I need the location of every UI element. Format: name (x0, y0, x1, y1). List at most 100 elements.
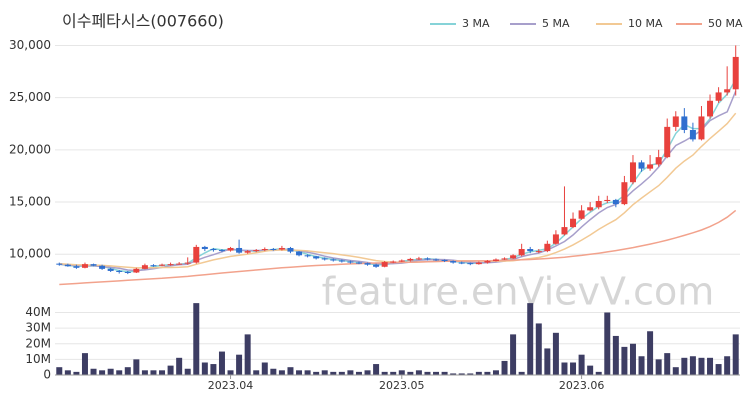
watermark: feature.enVievV.com (322, 270, 715, 314)
volume-bar (201, 362, 208, 375)
x-tick-label: 2023.04 (208, 379, 254, 392)
candle-body (724, 89, 731, 93)
volume-bar (167, 365, 174, 375)
x-tick-label: 2023.06 (559, 379, 605, 392)
candle-body (176, 263, 183, 265)
legend-label: 50 MA (708, 17, 743, 30)
volume-bar (364, 370, 371, 375)
volume-bar (141, 370, 148, 375)
volume-bar (561, 362, 568, 375)
volume-bar (595, 371, 602, 375)
candle-body (664, 126, 671, 158)
volume-bar (373, 364, 380, 375)
legend-label: 5 MA (542, 17, 570, 30)
volume-bar (64, 370, 71, 375)
volume-bar (56, 367, 63, 375)
candle-body (253, 250, 260, 252)
candle-body (475, 262, 482, 265)
candle-body (707, 100, 714, 117)
candle-body (244, 251, 251, 253)
candle-body (689, 130, 696, 140)
volume-bar (116, 370, 123, 375)
candle-body (218, 250, 225, 252)
candle-body (398, 260, 405, 262)
volume-bar (647, 331, 654, 375)
candle-body (715, 92, 722, 101)
volume-bar (270, 368, 277, 375)
volume-bar (107, 368, 114, 375)
volume-bar (475, 371, 482, 375)
volume-bar (193, 303, 200, 375)
volume-bar (450, 373, 457, 375)
candle-body (56, 263, 63, 265)
chart-title: 이수페타시스(007660) (62, 12, 224, 31)
candle-body (313, 256, 320, 259)
candle-body (90, 264, 97, 266)
candle-body (236, 247, 243, 253)
volume-bar (424, 371, 431, 375)
candle-body (73, 266, 80, 268)
volume-bar (433, 371, 440, 375)
volume-bar (287, 367, 294, 375)
volume-bar (578, 354, 585, 375)
candle-body (629, 162, 636, 183)
volume-bar (415, 370, 422, 375)
volume-bar (236, 354, 243, 375)
candle-body (227, 247, 234, 251)
legend-label: 3 MA (462, 17, 490, 30)
candle-body (510, 255, 517, 259)
candle-body (193, 246, 200, 263)
candle-body (124, 271, 131, 273)
volume-bar (133, 359, 140, 375)
volume-bar (672, 367, 679, 375)
volume-bar (612, 335, 619, 375)
y-tick-label: 10M (25, 352, 51, 366)
volume-bar (73, 371, 80, 375)
candle-body (141, 265, 148, 269)
legend-label: 10 MA (628, 17, 663, 30)
candle-body (433, 259, 440, 261)
candle-body (64, 264, 71, 267)
candle-body (458, 262, 465, 264)
candle-body (655, 157, 662, 165)
candle-body (518, 249, 525, 256)
volume-bar (518, 371, 525, 375)
volume-bar (501, 360, 508, 375)
volume-bar (90, 368, 97, 375)
candle-body (612, 199, 619, 205)
candle-body (364, 263, 371, 265)
candle-body (544, 243, 551, 252)
y-tick-label: 20M (25, 336, 51, 350)
volume-bar (278, 370, 285, 375)
candle-body (647, 164, 654, 169)
candle-body (604, 199, 611, 201)
volume-bar (732, 334, 739, 375)
candle-body (167, 264, 174, 266)
volume-bar (552, 332, 559, 375)
candle-body (373, 264, 380, 267)
volume-bar (184, 368, 191, 375)
candle-body (381, 262, 388, 267)
candle-body (535, 251, 542, 253)
candle-body (287, 247, 294, 252)
volume-bar (210, 364, 217, 375)
y-tick-label: 40M (25, 305, 51, 319)
volume-bar (150, 370, 157, 375)
volume-bar (227, 370, 234, 375)
candle-body (355, 262, 362, 264)
volume-bar (99, 370, 106, 375)
volume-bar (621, 346, 628, 375)
candle-body (150, 265, 157, 267)
candle-body (296, 251, 303, 256)
candle-body (347, 261, 354, 263)
candle-body (484, 261, 491, 263)
y-tick-label: 25,000 (9, 90, 51, 104)
candle-body (116, 270, 123, 272)
volume-bar (458, 373, 465, 375)
volume-bar (715, 364, 722, 375)
volume-bar (407, 371, 414, 375)
candle-body (595, 200, 602, 208)
volume-bar (176, 357, 183, 375)
candle-body (330, 259, 337, 261)
